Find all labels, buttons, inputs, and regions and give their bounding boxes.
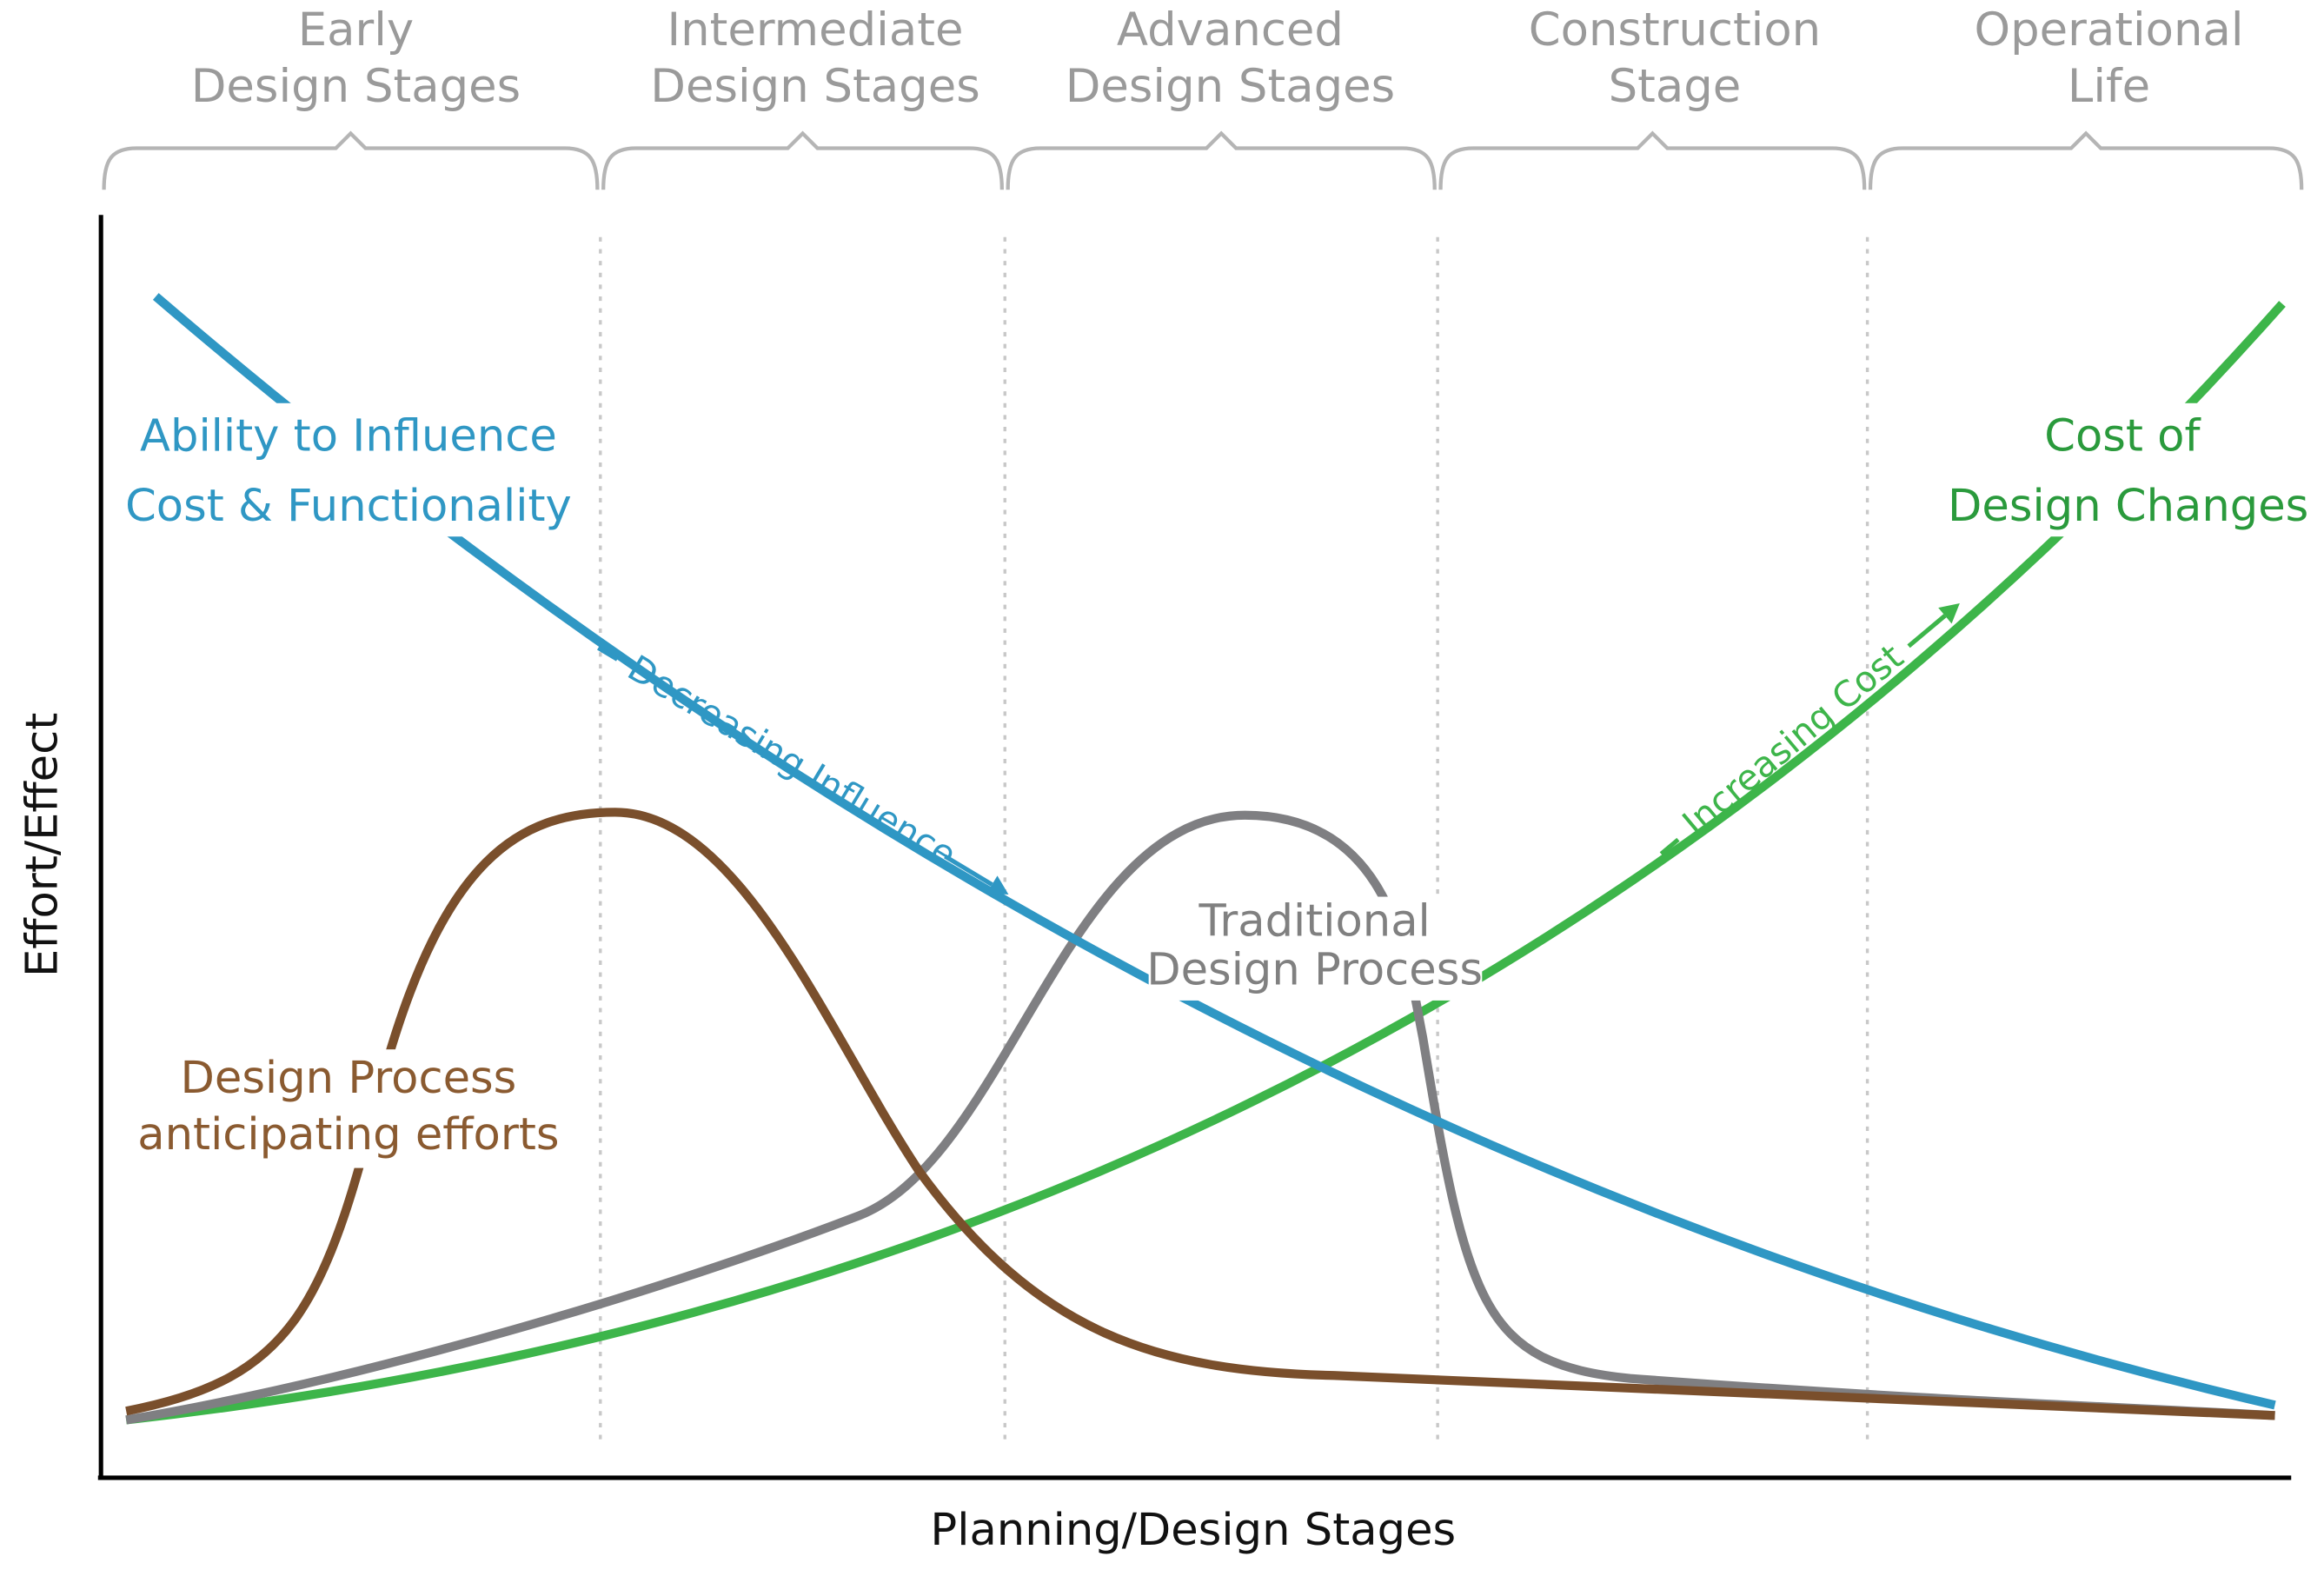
stage-brace <box>601 130 1004 190</box>
stage-label: Advanced <box>1117 3 1344 57</box>
stage-label: Operational <box>1975 3 2244 57</box>
stage-brace <box>102 130 600 190</box>
stage-label: Intermediate <box>667 3 964 57</box>
label-bg <box>1148 896 1483 1001</box>
stage-label: Construction <box>1529 3 1821 57</box>
y-axis-label: Effort/Effect <box>17 713 68 977</box>
stage-brace <box>1868 130 2304 190</box>
cost-annotation: Increasing Cost <box>1659 602 1960 856</box>
anticipating-label: anticipating efforts <box>137 1109 559 1161</box>
stage-brace <box>1438 130 1867 190</box>
stage-braces <box>102 130 2304 190</box>
label-bg <box>1941 402 2313 537</box>
influence-annotation-text: Decreasing Influence <box>621 647 963 875</box>
cost-label: Cost of <box>2044 411 2201 462</box>
influence-label: Cost & Functionality <box>125 481 572 532</box>
traditional-curve <box>125 810 2275 1425</box>
stage-label: Life <box>2068 60 2150 113</box>
cost-label: Design Changes <box>1948 481 2308 532</box>
traditional-label: Traditional <box>1198 895 1430 947</box>
influence-label: Ability to Influence <box>140 411 557 462</box>
stage-label: Stage <box>1609 60 1742 113</box>
label-bg <box>118 402 586 537</box>
stage-label: Design Stages <box>650 60 979 113</box>
stage-brace <box>1006 130 1437 190</box>
anticipating-label: Design Process <box>181 1053 517 1104</box>
cost-curve <box>125 301 2286 1425</box>
stage-label: Design Stages <box>1066 60 1395 113</box>
stage-label: Design Stages <box>191 60 521 113</box>
cost-annotation-text: Increasing Cost <box>1675 636 1911 844</box>
label-bg <box>130 1049 568 1168</box>
traditional-label: Design Process <box>1146 945 1483 996</box>
x-axis-label: Planning/Design Stages <box>930 1505 1456 1556</box>
stage-label: Early <box>298 3 414 57</box>
